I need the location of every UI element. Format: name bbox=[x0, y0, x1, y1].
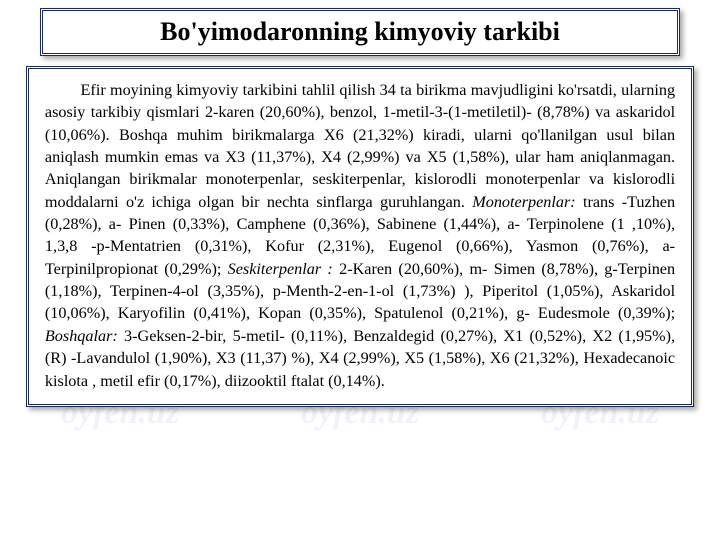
body-frame: Efir moyining kimyoviy tarkibini tahlil … bbox=[26, 66, 694, 407]
em-monoterpenlar: Monoterpenlar: bbox=[472, 193, 575, 211]
body-text-segment: Efir moyining kimyoviy tarkibini tahlil … bbox=[45, 81, 675, 211]
body-text-segment: 3-Geksen-2-bir, 5-metil- (0,11%), Benzal… bbox=[45, 327, 675, 390]
title-frame: Bo'yimodaronning kimyoviy tarkibi bbox=[40, 8, 680, 56]
em-boshqalar: Boshqalar: bbox=[45, 327, 118, 345]
slide: Bo'yimodaronning kimyoviy tarkibi Efir m… bbox=[0, 0, 720, 540]
page-title: Bo'yimodaronning kimyoviy tarkibi bbox=[55, 17, 665, 47]
em-seskiterpenlar: Seskiterpenlar : bbox=[228, 260, 333, 278]
body-paragraph: Efir moyining kimyoviy tarkibini tahlil … bbox=[45, 79, 675, 392]
